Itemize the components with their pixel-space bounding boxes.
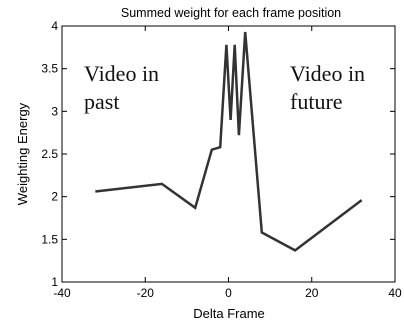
x-tick-label: 20	[305, 286, 319, 300]
x-axis: -40 -20 0 20 40	[53, 26, 402, 300]
annotation-past-line2: past	[84, 89, 119, 114]
x-tick-label: 0	[225, 286, 232, 300]
annotation-future-line1: Video in	[290, 61, 365, 86]
y-tick-label: 1.5	[41, 232, 58, 246]
y-tick-label: 1	[51, 275, 58, 289]
y-tick-label: 4	[51, 19, 58, 33]
y-tick-label: 3.5	[41, 62, 58, 76]
series-line	[95, 31, 363, 252]
x-axis-label: Delta Frame	[193, 306, 265, 321]
x-tick-label: 40	[388, 286, 402, 300]
chart-title: Summed weight for each frame position	[121, 6, 341, 20]
annotation-future-line2: future	[290, 89, 343, 114]
x-tick-label: -20	[137, 286, 155, 300]
y-tick-label: 3	[51, 104, 58, 118]
x-tick-label: -40	[53, 286, 71, 300]
annotation-past-line1: Video in	[84, 61, 159, 86]
y-tick-label: 2	[51, 190, 58, 204]
y-axis: 1 1.5 2 2.5 3 3.5 4	[41, 19, 395, 289]
y-tick-label: 2.5	[41, 147, 58, 161]
y-axis-label: Weighting Energy	[15, 102, 30, 205]
